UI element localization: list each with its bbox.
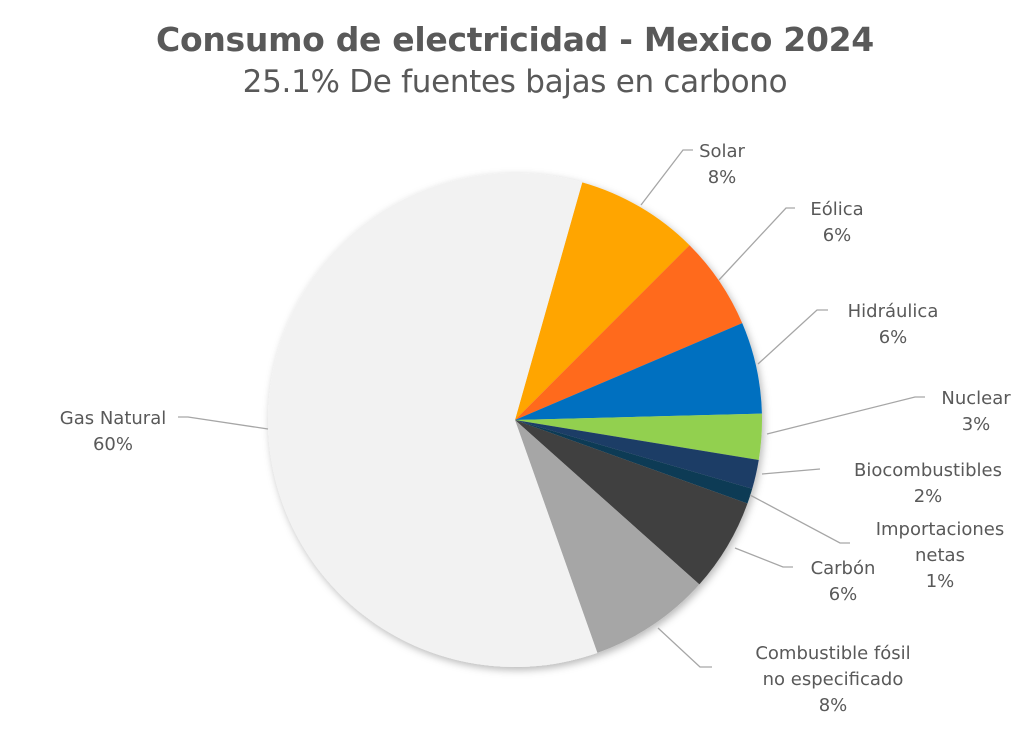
slice-percent: 6%	[879, 327, 908, 348]
data-label-gas-natural: Gas Natural 60%	[60, 408, 166, 455]
data-label-biocombustibles: Biocombustibles 2%	[854, 460, 1002, 507]
slice-name: no especificado	[763, 669, 904, 690]
slice-name: Solar	[699, 141, 745, 162]
leader-line-biocombustibles	[761, 468, 821, 475]
data-label-hidraulica: Hidráulica 6%	[848, 301, 939, 348]
pie-slice-eolica	[515, 245, 743, 420]
slice-percent: 1%	[926, 571, 955, 592]
slice-name: Eólica	[810, 199, 863, 220]
leader-line-importaciones-netas	[749, 494, 850, 544]
slice-name: Nuclear	[941, 388, 1011, 409]
chart-title: Consumo de electricidad - Mexico 2024	[156, 20, 874, 59]
leader-line-carbon	[734, 547, 793, 568]
slice-name: Hidráulica	[848, 301, 939, 322]
leader-line-hidraulica	[757, 309, 828, 365]
pie-slice-combustible-fosil-no-especificado	[515, 420, 700, 653]
data-label-solar: Solar 8%	[699, 141, 745, 188]
slice-percent: 6%	[823, 225, 852, 246]
slice-percent: 60%	[93, 434, 133, 455]
pie-slice-importaciones-netas	[515, 420, 753, 504]
leader-line-combustible-fosil-no-especificado	[657, 627, 712, 668]
leader-line-nuclear	[766, 396, 925, 435]
leader-line-gas-natural	[178, 416, 269, 430]
slice-name: Carbón	[811, 558, 876, 579]
pie-slice-hidraulica	[515, 323, 762, 420]
pie-slice-biocombustibles	[515, 420, 759, 489]
pie-slices	[268, 172, 763, 667]
leader-line-eolica	[718, 207, 795, 281]
data-label-carbon: Carbón 6%	[811, 558, 876, 605]
leader-lines	[178, 149, 925, 668]
slice-percent: 8%	[819, 695, 848, 716]
data-label-nuclear: Nuclear 3%	[941, 388, 1011, 435]
slice-labels: Solar 8% Eólica 6% Hidráulica 6% Nuclear 3% Bioc…	[60, 141, 1011, 716]
pie-slice-carbon	[515, 420, 748, 585]
pie-slice-solar	[515, 182, 690, 420]
slice-name: Combustible fósil	[755, 643, 910, 664]
data-label-importaciones-netas: Importaciones netas 1%	[876, 519, 1005, 592]
data-label-eolica: Eólica 6%	[810, 199, 863, 246]
slice-percent: 8%	[708, 167, 737, 188]
pie-slice-nuclear	[515, 413, 763, 460]
slice-name: Importaciones	[876, 519, 1005, 540]
slice-percent: 2%	[914, 486, 943, 507]
chart-subtitle: 25.1% De fuentes bajas en carbono	[242, 64, 788, 100]
slice-name: Gas Natural	[60, 408, 166, 429]
leader-line-solar	[640, 149, 693, 206]
slice-percent: 3%	[962, 414, 991, 435]
slice-name: Biocombustibles	[854, 460, 1002, 481]
slice-percent: 6%	[829, 584, 858, 605]
slice-name: netas	[915, 545, 965, 566]
data-label-combustible-fosil-no-especificado: Combustible fósil no especificado 8%	[755, 643, 910, 716]
pie-slice-gas-natural	[268, 172, 598, 667]
